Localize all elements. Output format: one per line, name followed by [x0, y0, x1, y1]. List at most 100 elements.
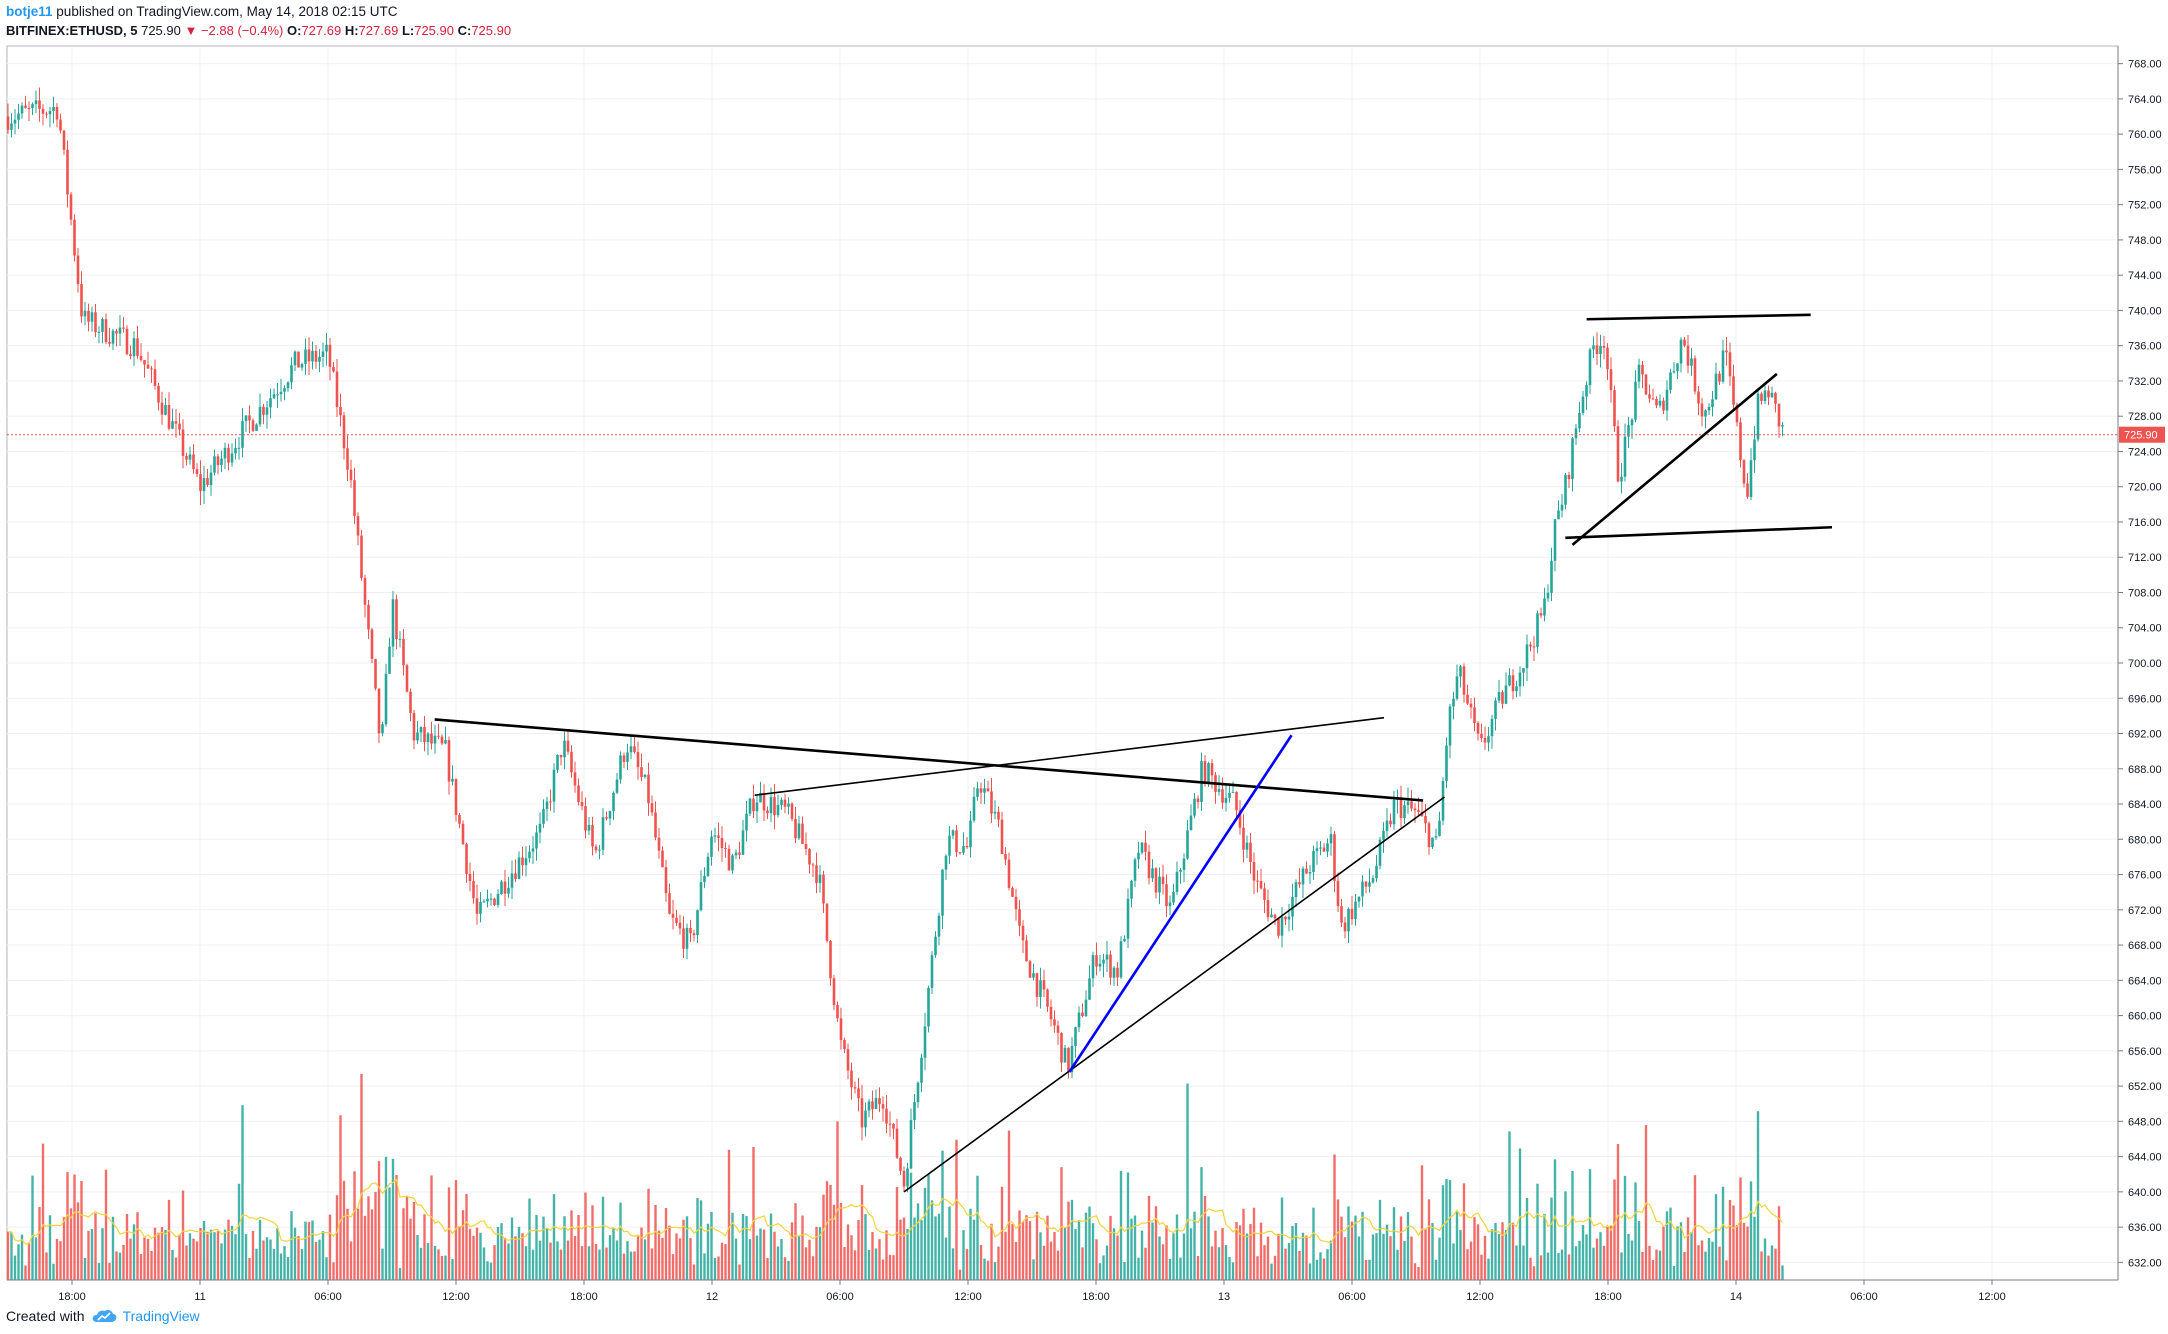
- volume-bar: [766, 1258, 769, 1280]
- candle-body: [76, 255, 80, 285]
- candle-body: [1410, 801, 1413, 809]
- volume-bar: [412, 1201, 416, 1280]
- volume-bar: [318, 1239, 321, 1280]
- volume-bar: [685, 1216, 689, 1280]
- volume-bar: [958, 1269, 962, 1280]
- volume-bar: [1676, 1226, 1679, 1280]
- candle-body: [664, 867, 668, 894]
- candle-body: [1441, 781, 1445, 821]
- tradingview-brand[interactable]: TradingView: [122, 1308, 200, 1324]
- candle-body: [220, 458, 223, 465]
- candle-body: [696, 910, 699, 936]
- volume-bar: [892, 1255, 895, 1280]
- y-tick-label: 684.00: [2128, 799, 2162, 811]
- volume-bar: [388, 1187, 391, 1280]
- volume-bar: [1550, 1197, 1553, 1280]
- author-link[interactable]: botje11: [6, 4, 53, 19]
- volume-bar: [1252, 1207, 1256, 1280]
- volume-bar: [1630, 1240, 1634, 1280]
- volume-bar: [1508, 1131, 1511, 1280]
- candle-body: [913, 1102, 916, 1121]
- candle-body: [202, 478, 206, 492]
- candle-body: [1438, 820, 1441, 837]
- volume-bar: [615, 1240, 619, 1280]
- volume-bar: [1084, 1212, 1088, 1280]
- volume-bar: [1287, 1243, 1291, 1280]
- x-tick-label: 18:00: [58, 1291, 86, 1303]
- volume-bar: [864, 1214, 867, 1280]
- candle-body: [258, 406, 262, 425]
- candle-body: [804, 843, 808, 850]
- x-tick-label: 12: [706, 1291, 718, 1303]
- volume-bar: [643, 1239, 647, 1280]
- candle-body: [776, 804, 780, 816]
- candle-body: [927, 987, 930, 1027]
- volume-bar: [1497, 1234, 1501, 1280]
- volume-bar: [521, 1233, 524, 1280]
- volume-bar: [1406, 1212, 1410, 1280]
- candle-body: [1133, 859, 1137, 881]
- candle-body: [1508, 675, 1511, 686]
- volume-bar: [941, 1150, 944, 1280]
- volume-bar: [1021, 1221, 1025, 1280]
- volume-bar: [1382, 1233, 1385, 1280]
- volume-bar: [1777, 1206, 1781, 1280]
- volume-bar: [1445, 1179, 1448, 1280]
- volume-bar: [1088, 1206, 1091, 1280]
- volume-bar: [608, 1235, 612, 1280]
- candle-body: [321, 351, 325, 357]
- x-tick-label: 13: [1218, 1291, 1230, 1303]
- volume-bar: [1718, 1246, 1721, 1280]
- volume-bar: [1060, 1167, 1063, 1280]
- volume-bar: [1284, 1248, 1287, 1280]
- volume-bar: [1595, 1238, 1599, 1280]
- x-tick-label: 12:00: [1466, 1291, 1494, 1303]
- candle-body: [45, 113, 48, 115]
- candle-body: [1536, 613, 1539, 647]
- candle-body: [916, 1082, 920, 1103]
- candle-body: [465, 844, 468, 874]
- candle-body: [1434, 836, 1438, 838]
- volume-bar: [164, 1229, 167, 1280]
- volume-bar: [31, 1175, 34, 1280]
- candle-body: [860, 1098, 864, 1128]
- volume-bar: [300, 1249, 304, 1280]
- volume-bar: [1144, 1247, 1147, 1280]
- candle-body: [402, 638, 405, 666]
- x-tick-label: 06:00: [1850, 1291, 1878, 1303]
- candle-body: [1557, 510, 1560, 520]
- candle-body: [1319, 847, 1322, 849]
- candle-body: [115, 330, 118, 334]
- volume-bar: [20, 1234, 24, 1280]
- candle-body: [1382, 830, 1385, 840]
- volume-bar: [1641, 1251, 1644, 1280]
- volume-bar: [822, 1194, 825, 1280]
- volume-bar: [948, 1206, 951, 1280]
- candle-body: [1728, 352, 1732, 377]
- candle-body: [1518, 672, 1522, 687]
- candle-body: [615, 779, 619, 793]
- volume-bar: [209, 1229, 213, 1280]
- volume-bar: [1235, 1222, 1238, 1280]
- volume-bar: [1553, 1159, 1557, 1280]
- candle-body: [1700, 403, 1704, 417]
- volume-bar: [699, 1200, 703, 1280]
- candle-body: [545, 801, 549, 810]
- candle-body: [825, 903, 829, 941]
- candle-body: [1039, 980, 1042, 997]
- volume-bar: [80, 1181, 83, 1280]
- volume-bar: [1133, 1215, 1137, 1280]
- candle-body: [398, 638, 402, 640]
- volume-bar: [640, 1227, 643, 1280]
- volume-bar: [1193, 1211, 1196, 1280]
- candle-body: [90, 312, 94, 322]
- volume-ma-line: [7, 1178, 1783, 1245]
- candle-body: [524, 858, 528, 866]
- volume-bar: [1651, 1259, 1655, 1280]
- y-tick-label: 692.00: [2128, 729, 2162, 741]
- candle-body: [1357, 896, 1361, 902]
- candle-body: [1553, 519, 1557, 561]
- volume-bar: [234, 1234, 237, 1280]
- volume-bar: [167, 1199, 171, 1280]
